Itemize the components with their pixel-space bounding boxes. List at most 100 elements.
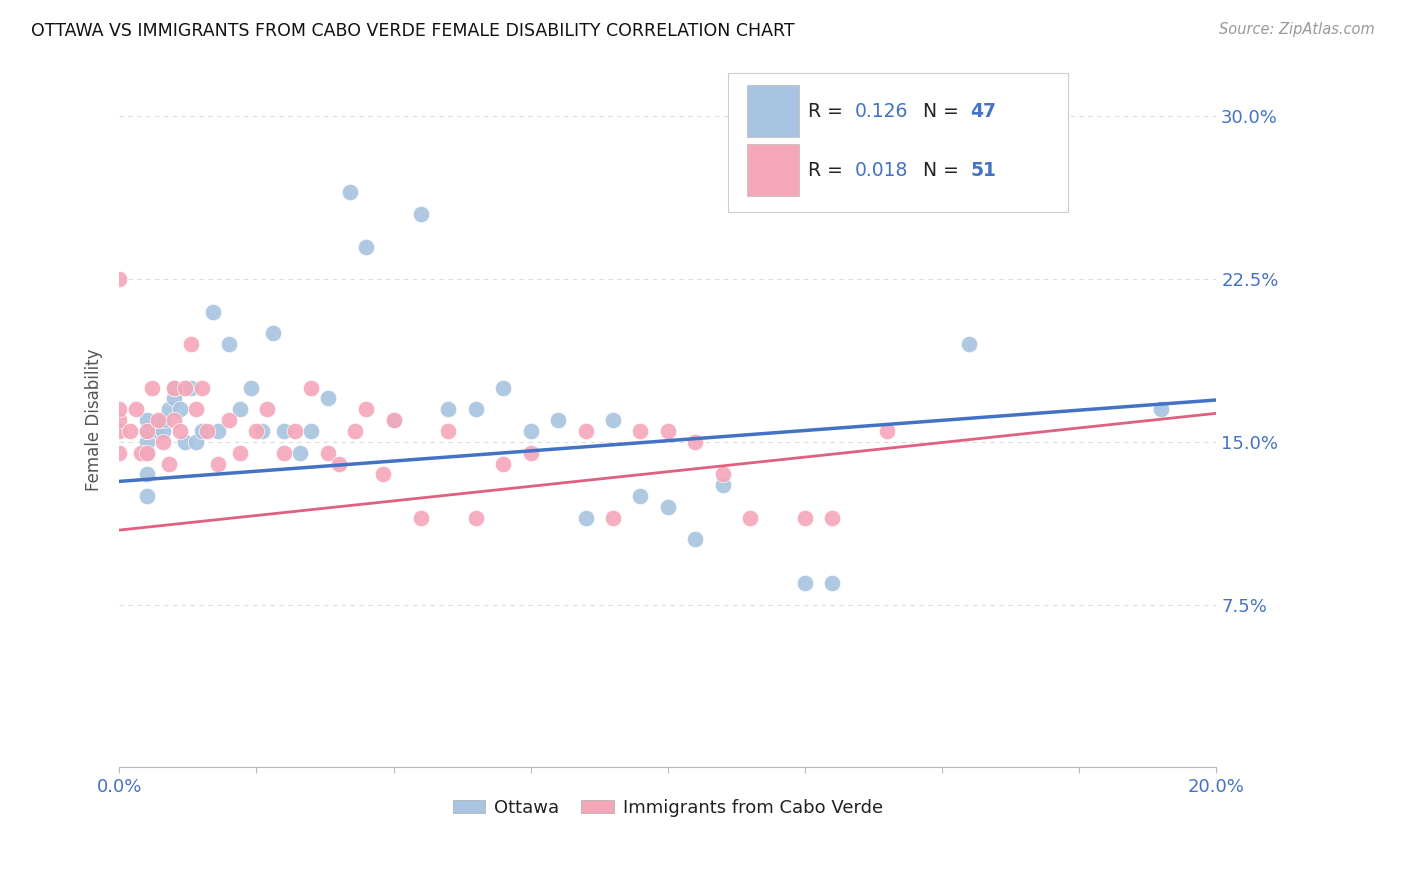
Point (184, 402, 207, 417)
Point (657, 424, 679, 438)
Point (135, 445, 157, 459)
Point (464, 510, 486, 524)
Point (316, 445, 339, 459)
Text: Source: ZipAtlas.com: Source: ZipAtlas.com (1219, 22, 1375, 37)
Point (382, 413, 405, 427)
Text: 0.126: 0.126 (855, 102, 908, 120)
Point (299, 424, 322, 438)
Point (262, 326, 284, 341)
Point (152, 424, 174, 438)
Point (135, 467, 157, 482)
Point (657, 500, 679, 514)
Point (141, 381, 163, 395)
Point (125, 402, 148, 417)
Point (1150, 402, 1173, 417)
Point (602, 413, 624, 427)
Point (184, 434, 207, 449)
Point (218, 337, 240, 351)
Point (793, 575, 815, 590)
Point (245, 424, 267, 438)
Point (120, 424, 142, 438)
Point (146, 424, 169, 438)
Point (229, 445, 252, 459)
Point (256, 402, 278, 417)
Point (683, 434, 706, 449)
Point (711, 467, 734, 482)
Point (959, 337, 981, 351)
Point (146, 413, 169, 427)
FancyBboxPatch shape (728, 73, 1069, 211)
Point (409, 510, 432, 524)
Point (339, 186, 361, 200)
Point (135, 413, 157, 427)
Point (152, 434, 174, 449)
Point (547, 413, 569, 427)
Point (163, 381, 186, 395)
Point (250, 424, 273, 438)
Legend: Ottawa, Immigrants from Cabo Verde: Ottawa, Immigrants from Cabo Verde (446, 792, 890, 824)
Point (108, 272, 131, 286)
Point (152, 413, 174, 427)
Point (229, 402, 252, 417)
Point (157, 457, 180, 471)
Point (135, 424, 157, 438)
Point (821, 575, 844, 590)
Text: R =: R = (808, 161, 849, 179)
Point (169, 402, 191, 417)
Point (519, 445, 541, 459)
Point (793, 510, 815, 524)
Text: 51: 51 (970, 161, 997, 179)
Point (273, 424, 295, 438)
Point (108, 445, 131, 459)
Text: OTTAWA VS IMMIGRANTS FROM CABO VERDE FEMALE DISABILITY CORRELATION CHART: OTTAWA VS IMMIGRANTS FROM CABO VERDE FEM… (31, 22, 794, 40)
Point (190, 381, 212, 395)
Point (519, 424, 541, 438)
Point (135, 489, 157, 503)
Point (207, 457, 229, 471)
Point (290, 445, 312, 459)
Point (195, 424, 218, 438)
Point (602, 510, 624, 524)
Point (201, 304, 224, 318)
Point (207, 424, 229, 438)
Point (409, 207, 432, 221)
Text: 47: 47 (970, 102, 997, 120)
Text: 0.018: 0.018 (855, 161, 908, 179)
Point (163, 392, 186, 406)
Point (492, 381, 515, 395)
Text: N =: N = (924, 161, 966, 179)
Point (464, 402, 486, 417)
FancyBboxPatch shape (747, 85, 800, 137)
Point (218, 413, 240, 427)
Point (239, 381, 262, 395)
Point (174, 434, 197, 449)
Point (108, 402, 131, 417)
Point (437, 402, 460, 417)
Point (273, 445, 295, 459)
Point (628, 424, 651, 438)
Point (180, 381, 202, 395)
Point (157, 402, 180, 417)
Point (169, 424, 191, 438)
Point (299, 381, 322, 395)
FancyBboxPatch shape (747, 145, 800, 196)
Y-axis label: Female Disability: Female Disability (86, 349, 103, 491)
Point (163, 413, 186, 427)
Point (876, 424, 898, 438)
Point (129, 445, 152, 459)
Point (711, 478, 734, 492)
Point (108, 424, 131, 438)
Point (108, 413, 131, 427)
Point (821, 510, 844, 524)
Point (328, 457, 350, 471)
Point (354, 239, 377, 253)
Point (163, 381, 186, 395)
Point (574, 424, 596, 438)
Point (683, 533, 706, 547)
Point (354, 402, 377, 417)
Point (492, 457, 515, 471)
Point (174, 381, 197, 395)
Point (738, 510, 761, 524)
Point (628, 489, 651, 503)
Point (284, 424, 307, 438)
